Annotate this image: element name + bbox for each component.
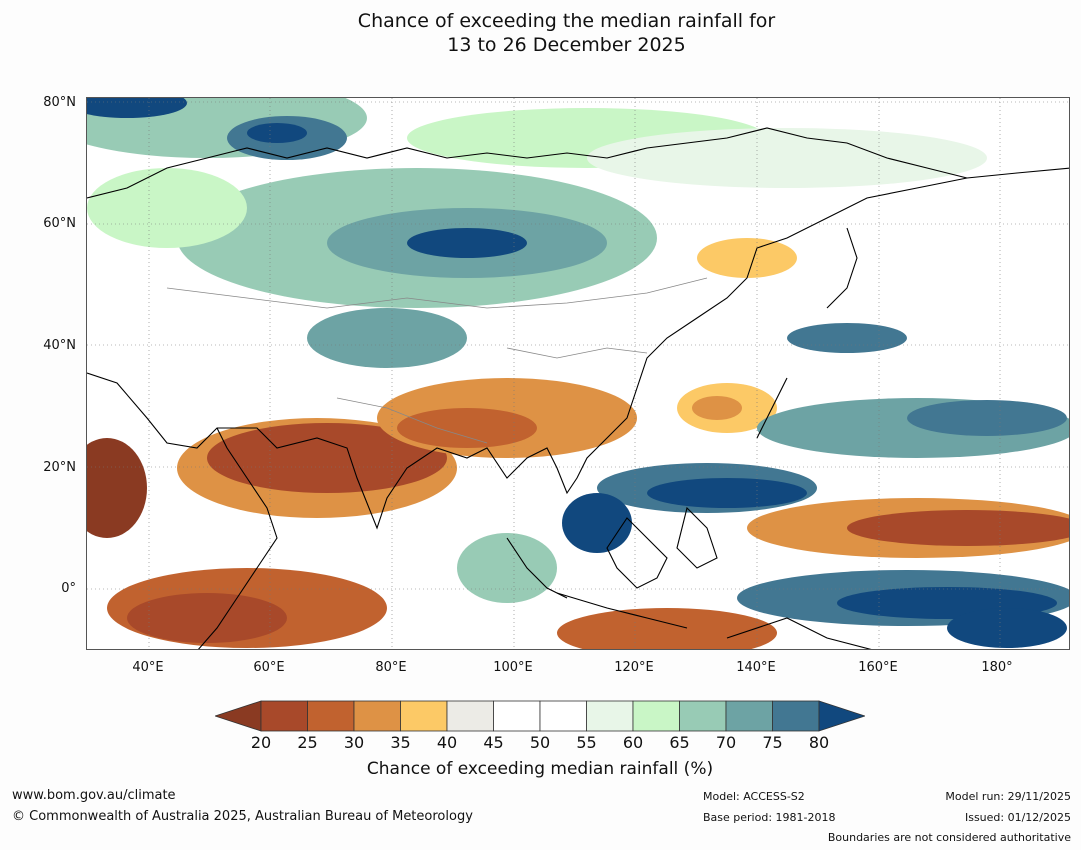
colorbar-tick-label: 65 (669, 733, 690, 752)
region-dry (692, 396, 742, 420)
model-name: Model: ACCESS-S2 (703, 790, 805, 803)
model-run: Model run: 29/11/2025 (945, 790, 1071, 803)
colorbar-tick-label: 80 (808, 733, 830, 752)
colorbar-tick-label: 75 (762, 733, 783, 752)
lat-label-20n: 20°N (43, 460, 76, 475)
lat-label-40n: 40°N (43, 338, 76, 353)
region-very-dry (397, 408, 537, 448)
boundaries-disclaimer: Boundaries are not considered authoritat… (827, 831, 1071, 844)
coastlines (87, 127, 1069, 649)
colorbar-tick-label: 35 (390, 733, 411, 752)
colorbar-tick-label: 25 (297, 733, 318, 752)
lon-label-140e: 140°E (736, 660, 776, 675)
issued-date: Issued: 01/12/2025 (964, 811, 1071, 824)
colorbar-tick-label: 60 (622, 733, 644, 752)
region-very-wet (407, 228, 527, 258)
region-moist (587, 128, 987, 188)
lon-label-180: 180° (981, 660, 1013, 675)
colorbar-bin (493, 700, 541, 732)
region-very-dry (127, 593, 287, 643)
colorbar-bin (446, 700, 494, 732)
region-very-wet (947, 608, 1067, 648)
colorbar-tick-label: 55 (576, 733, 597, 752)
colorbar-bin (679, 700, 727, 732)
region-wet (907, 400, 1067, 436)
colorbar-tick-label: 70 (715, 733, 737, 752)
region-very-wet (87, 98, 187, 118)
colorbar (215, 700, 865, 732)
colorbar-tick-label: 50 (529, 733, 551, 752)
region-moist (87, 168, 247, 248)
region-very-dry (847, 510, 1069, 546)
graticule (87, 98, 1069, 649)
colorbar-under-arrow (215, 700, 262, 732)
region-wet (307, 308, 467, 368)
region-very-wet (562, 493, 632, 553)
lat-label-80n: 80°N (43, 95, 76, 110)
colorbar-over-arrow (818, 700, 865, 732)
colorbar-bin (772, 700, 820, 732)
lat-label-0: 0° (61, 581, 76, 596)
lon-label-100e: 100°E (493, 660, 533, 675)
lon-label-120e: 120°E (614, 660, 654, 675)
colorbar-bin (725, 700, 773, 732)
region-very-wet (647, 478, 807, 508)
region-very-dry (557, 608, 777, 649)
country-borders (166, 277, 708, 444)
map-title-line2: 13 to 26 December 2025 (447, 34, 686, 56)
lon-label-60e: 60°E (253, 660, 285, 675)
rainfall-map (86, 97, 1070, 650)
colorbar-label: Chance of exceeding median rainfall (%) (366, 759, 714, 779)
colorbar-bin (539, 700, 587, 732)
colorbar-bin (260, 700, 308, 732)
lon-label-80e: 80°E (375, 660, 407, 675)
region-wet (457, 533, 557, 603)
rainfall-map-canvas (87, 98, 1069, 649)
region-very-dry (207, 423, 447, 493)
colorbar-bin (353, 700, 401, 732)
lon-label-40e: 40°E (132, 660, 164, 675)
base-period: Base period: 1981-2018 (703, 811, 836, 824)
colorbar-bin (632, 700, 680, 732)
bom-website: www.bom.gov.au/climate (12, 788, 176, 803)
region-dry (697, 238, 797, 278)
region-very-wet (247, 123, 307, 143)
region-wet (787, 323, 907, 353)
copyright-notice: © Commonwealth of Australia 2025, Austra… (12, 809, 473, 824)
colorbar-tick-label: 45 (483, 733, 504, 752)
colorbar-bin (586, 700, 634, 732)
lat-label-60n: 60°N (43, 216, 76, 231)
lon-label-160e: 160°E (858, 660, 898, 675)
colorbar-tick-label: 30 (343, 733, 365, 752)
map-title-line1: Chance of exceeding the median rainfall … (357, 10, 776, 32)
colorbar-tick-label: 40 (436, 733, 458, 752)
colorbar-tick-label: 20 (250, 733, 272, 752)
region-very-dry (87, 438, 147, 538)
colorbar-bin (307, 700, 355, 732)
colorbar-bin (400, 700, 448, 732)
